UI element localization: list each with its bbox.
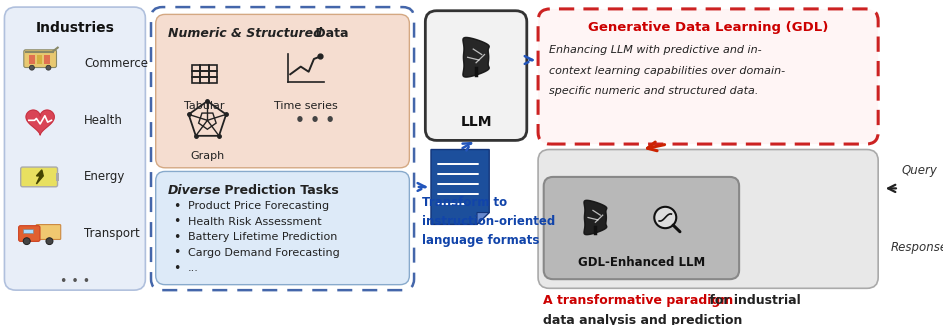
Text: ...: ... xyxy=(188,263,199,273)
Bar xyxy=(29,55,35,64)
Text: Energy: Energy xyxy=(84,170,125,183)
Text: Response: Response xyxy=(891,241,943,254)
Text: for industrial: for industrial xyxy=(705,294,801,307)
Text: •: • xyxy=(173,215,180,228)
Bar xyxy=(56,173,59,180)
Bar xyxy=(37,55,42,64)
Text: •: • xyxy=(173,262,180,275)
Text: instruction-oriented: instruction-oriented xyxy=(422,215,554,228)
FancyBboxPatch shape xyxy=(156,14,409,168)
Circle shape xyxy=(29,65,34,70)
Bar xyxy=(44,55,50,64)
FancyBboxPatch shape xyxy=(425,11,527,140)
Bar xyxy=(192,71,200,77)
Bar xyxy=(208,77,217,83)
Text: Industries: Industries xyxy=(36,21,114,35)
FancyBboxPatch shape xyxy=(156,172,409,285)
FancyBboxPatch shape xyxy=(36,225,60,240)
Text: •: • xyxy=(173,246,180,259)
FancyBboxPatch shape xyxy=(21,167,58,187)
Text: Health Risk Assessment: Health Risk Assessment xyxy=(188,217,322,227)
Polygon shape xyxy=(37,170,43,184)
Polygon shape xyxy=(584,200,606,235)
Bar xyxy=(208,71,217,77)
Text: Generative Data Learning (GDL): Generative Data Learning (GDL) xyxy=(587,21,828,34)
Text: specific numeric and structured data.: specific numeric and structured data. xyxy=(550,85,759,96)
Text: •: • xyxy=(173,231,180,244)
Polygon shape xyxy=(463,37,489,77)
Bar xyxy=(200,71,208,77)
Text: Numeric & Structured: Numeric & Structured xyxy=(168,27,323,40)
Text: Commerce: Commerce xyxy=(84,57,148,70)
Text: context learning capabilities over domain-: context learning capabilities over domai… xyxy=(550,66,786,75)
Text: Battery Lifetime Prediction: Battery Lifetime Prediction xyxy=(188,232,337,242)
FancyBboxPatch shape xyxy=(538,9,878,144)
Bar xyxy=(208,65,217,71)
Text: • • •: • • • xyxy=(295,113,336,128)
Text: Transport: Transport xyxy=(84,227,141,240)
Polygon shape xyxy=(26,110,55,135)
Bar xyxy=(23,228,33,232)
Circle shape xyxy=(46,65,51,70)
Text: •: • xyxy=(173,200,180,213)
Text: Tabular: Tabular xyxy=(184,101,224,111)
Text: LLM: LLM xyxy=(460,115,492,129)
Circle shape xyxy=(46,238,53,245)
Text: Health: Health xyxy=(84,114,124,127)
Bar xyxy=(192,77,200,83)
FancyBboxPatch shape xyxy=(5,7,145,290)
Bar xyxy=(200,65,208,71)
Text: Diverse: Diverse xyxy=(168,184,222,197)
FancyBboxPatch shape xyxy=(19,226,40,241)
Text: data analysis and prediction: data analysis and prediction xyxy=(543,314,742,325)
Text: Enhancing LLM with predictive and in-: Enhancing LLM with predictive and in- xyxy=(550,46,762,56)
Circle shape xyxy=(24,238,30,245)
FancyBboxPatch shape xyxy=(544,177,739,279)
Bar xyxy=(192,65,200,71)
Text: Data: Data xyxy=(311,27,348,40)
Polygon shape xyxy=(929,220,941,229)
Text: Graph: Graph xyxy=(190,151,224,161)
Text: language formats: language formats xyxy=(422,234,539,247)
Text: Product Price Forecasting: Product Price Forecasting xyxy=(188,201,329,211)
Text: Prediction Tasks: Prediction Tasks xyxy=(220,184,339,197)
Text: GDL-Enhanced LLM: GDL-Enhanced LLM xyxy=(578,256,705,269)
FancyBboxPatch shape xyxy=(538,150,878,288)
Text: A transformative paradigm: A transformative paradigm xyxy=(543,294,733,307)
Text: Query: Query xyxy=(902,163,937,176)
Text: Transform to: Transform to xyxy=(422,196,506,209)
Polygon shape xyxy=(919,220,935,231)
Circle shape xyxy=(921,202,933,213)
Polygon shape xyxy=(477,213,489,224)
Polygon shape xyxy=(431,150,489,224)
Text: • • •: • • • xyxy=(59,275,90,288)
Circle shape xyxy=(931,205,940,214)
FancyBboxPatch shape xyxy=(24,50,57,68)
Text: Cargo Demand Forecasting: Cargo Demand Forecasting xyxy=(188,248,339,258)
Bar xyxy=(200,77,208,83)
Circle shape xyxy=(654,207,676,228)
Text: Time series: Time series xyxy=(274,101,338,111)
